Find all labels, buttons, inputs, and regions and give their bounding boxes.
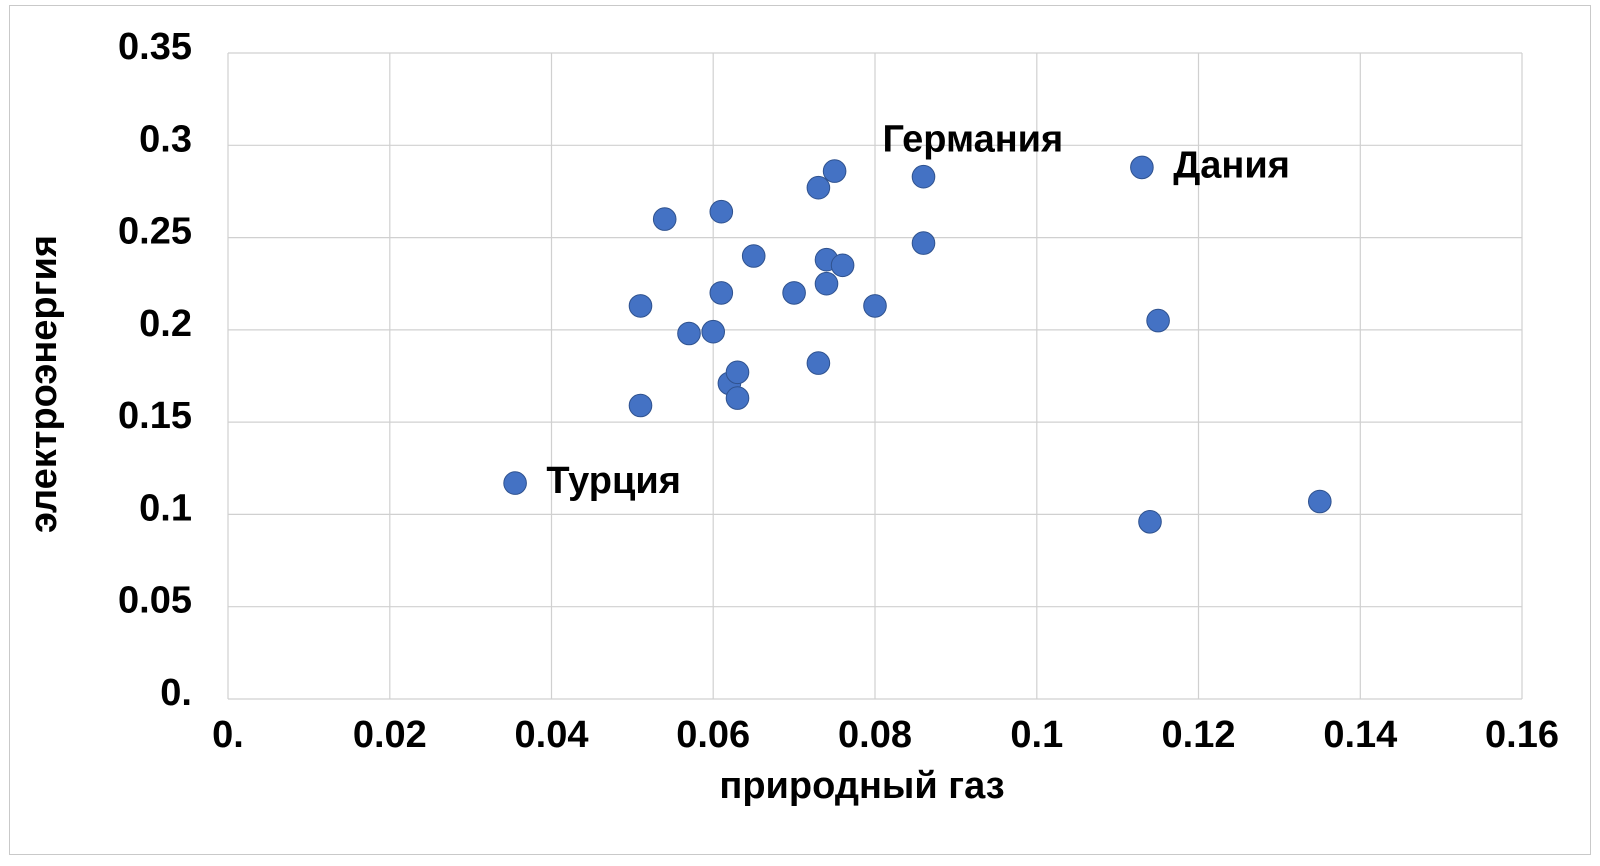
- svg-text:0.3: 0.3: [139, 118, 192, 160]
- svg-text:0.08: 0.08: [838, 714, 912, 756]
- svg-text:0.2: 0.2: [139, 303, 192, 345]
- svg-text:0.05: 0.05: [118, 580, 192, 622]
- svg-text:природный газ: природный газ: [719, 765, 1004, 807]
- svg-text:0.02: 0.02: [353, 714, 427, 756]
- svg-text:0.14: 0.14: [1323, 714, 1397, 756]
- svg-text:0.12: 0.12: [1162, 714, 1236, 756]
- svg-text:0.25: 0.25: [118, 211, 192, 253]
- svg-text:Дания: Дания: [1173, 144, 1290, 186]
- svg-text:0.15: 0.15: [118, 395, 192, 437]
- svg-text:0.: 0.: [160, 672, 192, 714]
- svg-text:0.04: 0.04: [515, 714, 589, 756]
- svg-text:Турция: Турция: [546, 460, 681, 502]
- svg-text:0.1: 0.1: [1010, 714, 1063, 756]
- svg-text:0.16: 0.16: [1485, 714, 1559, 756]
- svg-text:электроэнергия: электроэнергия: [23, 235, 65, 533]
- svg-text:0.1: 0.1: [139, 487, 192, 529]
- svg-text:Германия: Германия: [883, 118, 1064, 160]
- svg-text:0.35: 0.35: [118, 26, 192, 68]
- svg-text:0.: 0.: [212, 714, 244, 756]
- svg-text:0.06: 0.06: [676, 714, 750, 756]
